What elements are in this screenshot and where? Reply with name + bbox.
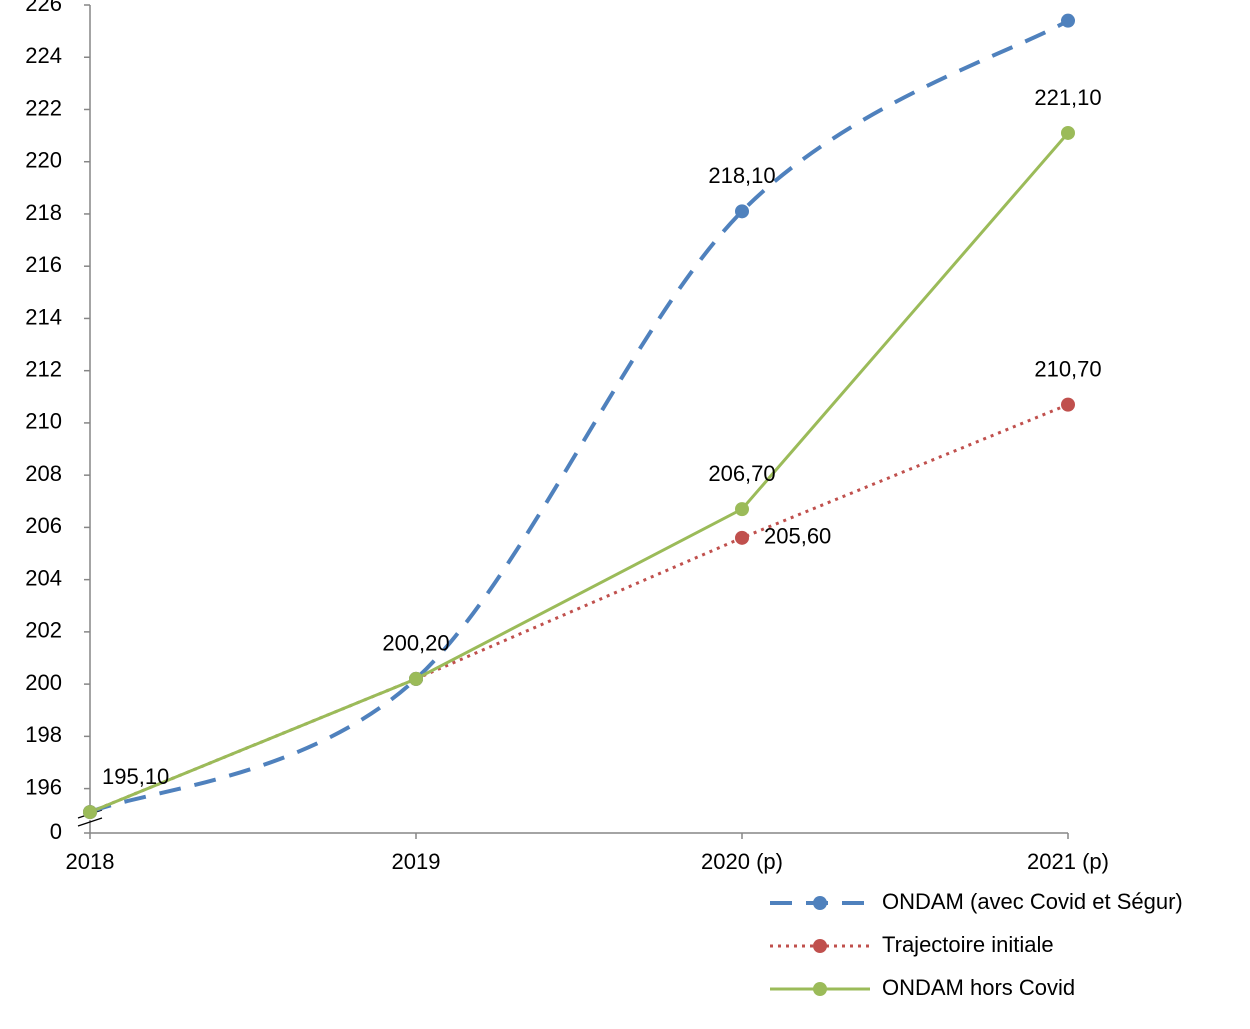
legend-label: Trajectoire initiale <box>882 932 1054 957</box>
y-tick-label: 196 <box>25 774 62 799</box>
marker <box>1061 13 1075 28</box>
marker <box>1061 397 1075 412</box>
y-tick-label: 0 <box>50 819 62 844</box>
data-label: 200,20 <box>382 631 449 656</box>
axis-break <box>77 817 103 827</box>
data-label: 205,60 <box>764 524 831 549</box>
data-label: 210,70 <box>1034 356 1101 381</box>
y-tick-label: 206 <box>25 513 62 538</box>
marker <box>409 671 423 686</box>
y-tick-label: 214 <box>25 304 62 329</box>
legend-marker <box>813 896 827 910</box>
data-label: 195,10 <box>102 764 169 789</box>
y-tick-label: 202 <box>25 618 62 643</box>
marker <box>1061 125 1075 140</box>
y-tick-label: 212 <box>25 356 62 381</box>
legend-label: ONDAM (avec Covid et Ségur) <box>882 889 1183 914</box>
x-tick-label: 2018 <box>66 849 115 874</box>
marker <box>83 805 97 820</box>
series-line <box>89 18 1070 814</box>
y-tick-label: 204 <box>25 565 62 590</box>
y-tick-label: 216 <box>25 252 62 277</box>
legend-marker <box>813 939 827 953</box>
data-label: 206,70 <box>708 461 775 486</box>
y-tick-label: 198 <box>25 722 62 747</box>
x-tick-label: 2019 <box>392 849 441 874</box>
y-tick-label: 218 <box>25 200 62 225</box>
y-tick-label: 224 <box>25 43 62 68</box>
y-tick-label: 220 <box>25 148 62 173</box>
series-line <box>89 132 1070 814</box>
marker <box>735 530 749 545</box>
x-tick-label: 2020 (p) <box>701 849 783 874</box>
marker <box>735 502 749 517</box>
data-label: 218,10 <box>708 163 775 188</box>
legend-label: ONDAM hors Covid <box>882 975 1075 1000</box>
y-tick-label: 210 <box>25 409 62 434</box>
y-tick-label: 200 <box>25 670 62 695</box>
legend-marker <box>813 982 827 996</box>
x-tick-label: 2021 (p) <box>1027 849 1109 874</box>
y-tick-label: 226 <box>25 0 62 16</box>
y-tick-label: 222 <box>25 95 62 120</box>
marker <box>735 204 749 219</box>
data-label: 221,10 <box>1034 85 1101 110</box>
y-tick-label: 208 <box>25 461 62 486</box>
